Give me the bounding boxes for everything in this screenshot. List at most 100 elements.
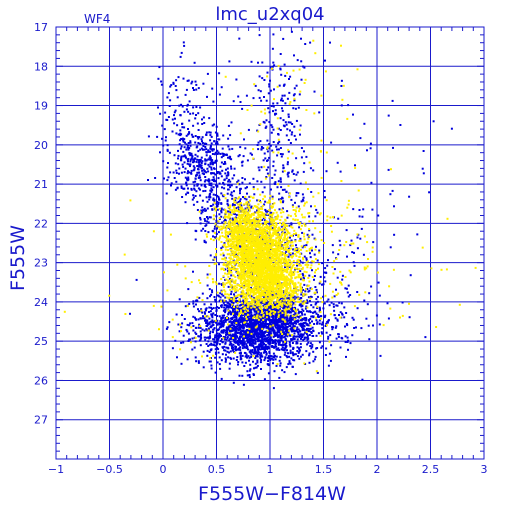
data-point <box>262 341 265 344</box>
data-point <box>205 133 208 136</box>
data-point <box>341 312 343 315</box>
data-point <box>298 310 301 313</box>
data-point <box>246 319 248 322</box>
data-point <box>303 244 306 247</box>
data-point <box>270 105 273 107</box>
data-point <box>279 53 282 55</box>
data-point <box>277 319 280 321</box>
data-point <box>251 349 254 351</box>
data-point <box>287 214 290 217</box>
data-point <box>339 170 342 173</box>
data-point <box>272 308 275 311</box>
data-point <box>218 315 221 318</box>
data-point <box>274 218 277 221</box>
data-point <box>261 344 264 347</box>
data-point <box>272 212 275 215</box>
data-point <box>197 137 200 140</box>
data-point <box>270 124 273 127</box>
data-point <box>265 236 268 239</box>
data-point <box>253 276 256 279</box>
data-point <box>220 322 223 325</box>
data-point <box>218 72 221 75</box>
data-point <box>174 117 176 120</box>
data-point <box>210 135 213 138</box>
data-point <box>194 326 197 329</box>
data-point <box>325 271 328 274</box>
data-point <box>265 168 268 171</box>
data-point <box>198 136 201 139</box>
data-point <box>204 219 207 222</box>
data-point <box>211 319 214 322</box>
data-point <box>256 209 258 212</box>
data-point <box>232 100 235 103</box>
data-point <box>158 66 161 69</box>
data-point <box>295 335 298 338</box>
data-point <box>256 353 259 356</box>
data-point <box>231 329 234 332</box>
data-point <box>191 135 194 138</box>
data-point <box>272 316 275 319</box>
data-point <box>282 327 285 330</box>
data-point <box>177 163 180 166</box>
data-point <box>227 235 229 238</box>
data-point <box>252 324 254 327</box>
data-point <box>334 317 337 320</box>
data-point <box>367 324 370 327</box>
data-point <box>312 306 315 309</box>
data-point <box>356 291 359 293</box>
data-point <box>280 335 283 337</box>
data-point <box>227 183 230 186</box>
data-point <box>286 303 289 306</box>
data-point <box>222 153 225 155</box>
data-point <box>209 189 212 192</box>
data-point <box>302 339 305 341</box>
data-point <box>230 293 233 296</box>
yellow-series <box>63 39 477 373</box>
data-point <box>283 306 286 309</box>
data-point <box>282 84 285 87</box>
data-point <box>180 157 183 160</box>
data-point <box>170 182 173 185</box>
data-point <box>296 326 299 329</box>
data-point <box>217 195 220 198</box>
data-point <box>193 346 196 349</box>
data-point <box>312 311 314 314</box>
data-point <box>194 141 197 144</box>
data-point <box>263 322 266 325</box>
data-point <box>206 284 209 287</box>
data-point <box>265 210 267 213</box>
data-point <box>290 222 293 225</box>
data-point <box>234 216 237 219</box>
data-point <box>180 185 183 188</box>
data-point <box>290 314 293 317</box>
data-point <box>263 316 266 318</box>
data-point <box>289 319 292 322</box>
data-point <box>199 158 202 161</box>
data-point <box>239 342 242 345</box>
data-point <box>227 347 230 350</box>
data-point <box>182 139 185 142</box>
data-point <box>196 165 199 167</box>
data-point <box>353 264 356 267</box>
data-point <box>296 171 299 174</box>
data-point <box>229 338 232 340</box>
data-point <box>215 329 218 332</box>
data-point <box>302 170 305 173</box>
data-point <box>299 133 301 136</box>
data-point <box>290 338 293 341</box>
data-point <box>231 266 234 269</box>
data-point <box>254 211 257 214</box>
data-point <box>208 351 211 353</box>
data-point <box>286 246 289 248</box>
data-point <box>274 326 277 329</box>
data-point <box>309 342 312 345</box>
data-point <box>293 298 296 301</box>
data-point <box>160 80 163 83</box>
data-point <box>303 277 305 280</box>
data-point <box>252 374 255 376</box>
data-point <box>206 167 209 170</box>
data-point <box>196 171 199 174</box>
data-point <box>191 198 194 201</box>
data-point <box>305 258 308 261</box>
data-point <box>279 320 282 323</box>
